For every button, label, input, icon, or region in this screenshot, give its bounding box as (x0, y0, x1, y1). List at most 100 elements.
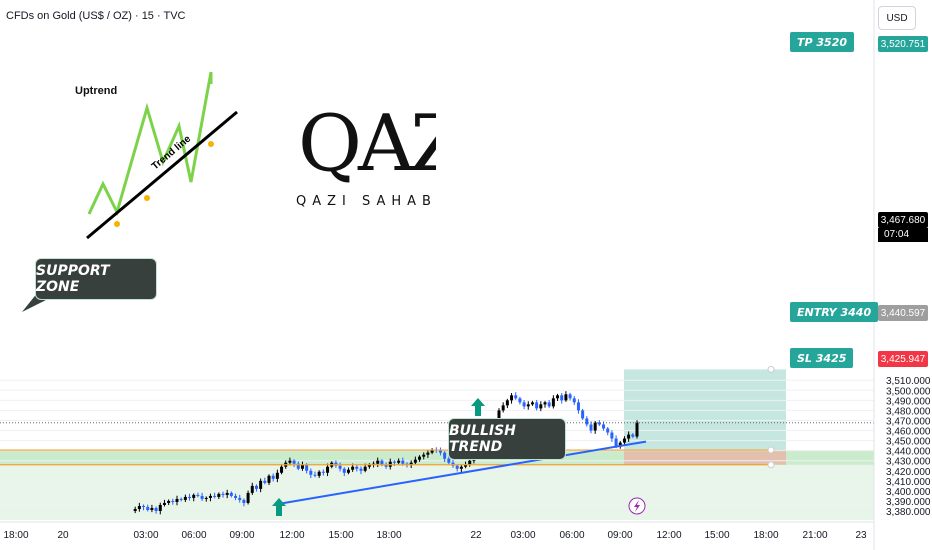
candle (171, 500, 175, 502)
candle (288, 460, 292, 463)
candle (267, 475, 271, 483)
candle (593, 422, 597, 431)
bar-countdown: 07:04 (878, 228, 928, 242)
candle (351, 466, 355, 470)
candle (342, 468, 346, 473)
level-handle[interactable] (767, 461, 775, 469)
time-tick-label: 20 (57, 530, 69, 541)
current-price-tag: 3,467.680 (878, 212, 928, 228)
candle (376, 460, 380, 464)
candle (522, 402, 526, 407)
candle (271, 475, 275, 479)
candle (292, 460, 296, 464)
stop-zone (624, 450, 786, 465)
candle (568, 394, 572, 399)
candle (346, 469, 350, 473)
price-tick-label: 3,470.000 (886, 416, 931, 427)
candle (200, 495, 204, 499)
time-tick-label: 18:00 (376, 530, 401, 541)
time-tick-label: 15:00 (328, 530, 353, 541)
price-tick-label: 3,430.000 (886, 457, 931, 468)
candle (326, 466, 330, 473)
candle (192, 494, 196, 498)
inset-zigzag (87, 71, 213, 217)
candle (543, 402, 547, 405)
time-tick-label: 06:00 (181, 530, 206, 541)
candle (305, 464, 309, 471)
candle (275, 472, 279, 479)
price-tick-label: 3,500.000 (886, 386, 931, 397)
candle (530, 402, 534, 405)
candle (363, 466, 367, 471)
candle (585, 418, 589, 425)
candle (459, 466, 463, 469)
candle (597, 422, 601, 425)
candle (422, 454, 426, 457)
level-handle[interactable] (767, 365, 775, 373)
candle (296, 463, 300, 469)
candle (392, 461, 396, 463)
price-tick-label: 3,450.000 (886, 437, 931, 448)
candle (154, 507, 158, 511)
candle (576, 402, 580, 411)
candle (572, 398, 576, 403)
time-tick-label: 06:00 (559, 530, 584, 541)
candle (602, 424, 606, 429)
time-tick-label: 12:00 (279, 530, 304, 541)
candle (142, 505, 146, 507)
level-handle[interactable] (767, 446, 775, 454)
candle (556, 395, 560, 399)
candle (589, 424, 593, 431)
candle (225, 492, 229, 495)
entry-price-tag: 3,440.597 (878, 305, 928, 321)
candle (535, 402, 539, 409)
candle (413, 459, 417, 463)
candle (409, 462, 413, 465)
candle (510, 395, 514, 401)
time-tick-label: 18:00 (753, 530, 778, 541)
candle (380, 460, 384, 465)
candle (464, 464, 468, 467)
time-tick-label: 12:00 (656, 530, 681, 541)
candle (221, 493, 225, 495)
candle (179, 498, 183, 500)
support-zone-callout: SUPPORT ZONE (35, 258, 157, 300)
candle (501, 405, 505, 411)
sl-label: SL 3425 (790, 348, 854, 368)
price-tick-label: 3,460.000 (886, 427, 931, 438)
candle (627, 434, 631, 439)
candle (259, 480, 263, 489)
candle (175, 498, 179, 502)
candle (551, 398, 555, 407)
price-axis[interactable] (874, 0, 932, 550)
up-arrow-icon (272, 498, 286, 516)
candle (321, 471, 325, 473)
entry-label: ENTRY 3440 (790, 302, 879, 322)
candle (631, 434, 635, 437)
time-tick-label: 22 (470, 530, 482, 541)
symbol-title[interactable]: CFDs on Gold (US$ / OZ) · 15 · TVC (6, 10, 186, 22)
bullish-trendline[interactable] (277, 440, 647, 505)
inset-title: Uptrend (75, 85, 117, 97)
candle (217, 493, 221, 497)
candle (250, 485, 254, 493)
currency-selector[interactable]: USD (878, 6, 916, 30)
candle (167, 500, 171, 503)
candle (355, 466, 359, 469)
candle (635, 422, 639, 437)
candle (150, 507, 154, 510)
lightning-glyph-icon (634, 500, 640, 512)
price-tick-label: 3,420.000 (886, 467, 931, 478)
candle (338, 465, 342, 469)
tp-price-tag: 3,520.751 (878, 36, 928, 52)
price-tick-label: 3,410.000 (886, 477, 931, 488)
candle (146, 506, 150, 510)
time-tick-label: 09:00 (607, 530, 632, 541)
candle (359, 468, 363, 471)
price-tick-label: 3,440.000 (886, 447, 931, 458)
price-tick-label: 3,400.000 (886, 487, 931, 498)
uptrend-diagram: Uptrend Trend line (51, 71, 247, 240)
candle (162, 502, 166, 505)
candle (514, 395, 518, 399)
candle (367, 464, 371, 467)
